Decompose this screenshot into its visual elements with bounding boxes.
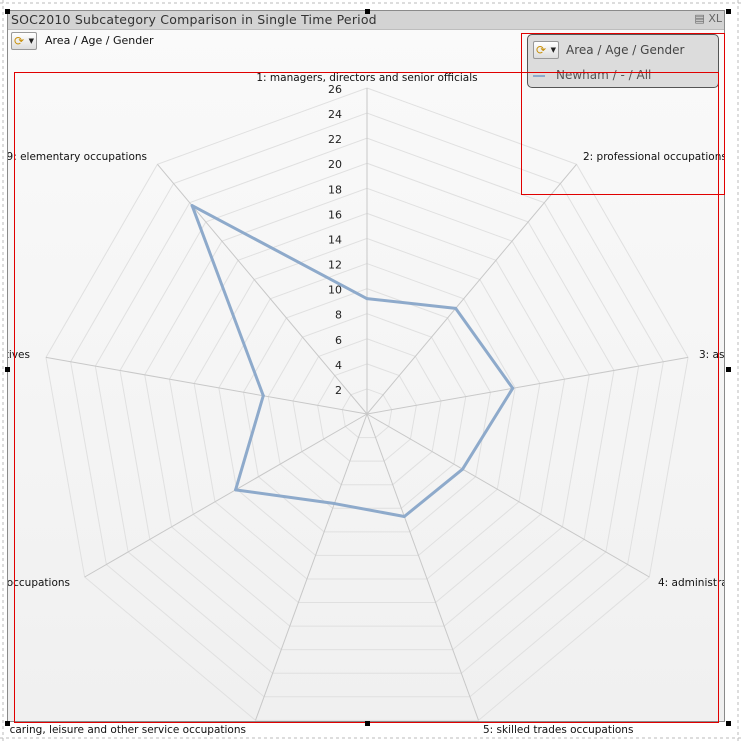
chevron-down-icon: ▼ [550,46,556,54]
tick-label: 10 [328,284,342,297]
chart-object-window: SOC2010 Subcategory Comparison in Single… [7,10,725,722]
tick-label: 12 [328,259,342,272]
legend: ⟳ ▼ Area / Age / Gender Newham / - / All [527,34,719,88]
cycle-group-icon: ⟳ [14,34,25,48]
data-point [511,386,515,390]
tick-label: 4 [335,359,342,372]
tick-label: 22 [328,133,342,146]
cycle-group-button[interactable]: ⟳ ▼ [11,32,37,50]
legend-swatch [533,75,545,77]
tick-label: 24 [328,108,342,121]
axis-line [84,413,368,578]
resize-handle[interactable] [726,367,731,372]
resize-handle[interactable] [5,9,10,14]
data-point [365,297,369,301]
data-point [454,306,458,310]
grid-ring [193,237,541,580]
grid-ring [70,112,664,698]
axis-label: 5: skilled trades occupations [483,724,633,736]
axis-label: 6: caring, leisure and other service occ… [0,724,246,736]
axis-line [366,356,689,415]
legend-cycle-group-button[interactable]: ⟳ ▼ [533,41,559,59]
tick-label: 18 [328,183,342,196]
axis-line [366,163,577,415]
grid-ring [341,388,393,439]
resize-handle[interactable] [726,721,731,726]
tick-label: 6 [335,334,342,347]
axis-label: tives [5,349,30,361]
axis-line [366,413,479,721]
tick-label: 14 [328,233,342,246]
data-point [332,502,336,506]
grid-ring [168,212,566,604]
series-line [190,204,515,519]
data-point [261,394,265,398]
tick-label: 26 [328,83,342,96]
resize-handle[interactable] [5,367,10,372]
tick-label: 20 [328,158,342,171]
resize-handle[interactable] [726,9,731,14]
legend-item-label[interactable]: Newham / - / All [556,68,652,82]
axis-label: 4: administrati [658,577,735,589]
xl-export-icon[interactable]: XL [708,12,722,25]
data-point [234,488,238,492]
axis-line [255,413,368,721]
axis-label: 3: ass [699,349,730,361]
grid-ring [144,187,590,627]
grid-ring [292,338,442,486]
axis-label: e occupations [0,577,70,589]
title-bar[interactable]: SOC2010 Subcategory Comparison in Single… [8,11,724,30]
grid-ring [317,363,417,462]
tick-label: 16 [328,208,342,221]
resize-handle[interactable] [365,721,370,726]
tick-label: 2 [335,384,342,397]
axis-label: 9: elementary occupations [7,151,147,163]
grid-ring [94,137,640,674]
axis-line [366,413,650,578]
resize-handle[interactable] [5,721,10,726]
grid-ring [242,288,492,533]
axis-label: 1: managers, directors and senior offici… [256,72,477,84]
data-point [402,515,406,519]
data-point [461,467,465,471]
cycle-group-icon: ⟳ [536,43,547,57]
axis-label: 2: professional occupations [583,151,727,163]
data-point [190,204,194,208]
chart-title: SOC2010 Subcategory Comparison in Single… [11,12,377,27]
chevron-down-icon: ▼ [28,37,34,45]
print-icon[interactable]: ▤ [694,12,705,25]
axis-line [45,356,368,415]
legend-title: Area / Age / Gender [566,43,685,57]
grid-ring [119,162,615,651]
resize-handle[interactable] [365,9,370,14]
tick-label: 8 [335,309,342,322]
dimension-label: Area / Age / Gender [45,34,154,47]
grid-ring [45,87,689,721]
